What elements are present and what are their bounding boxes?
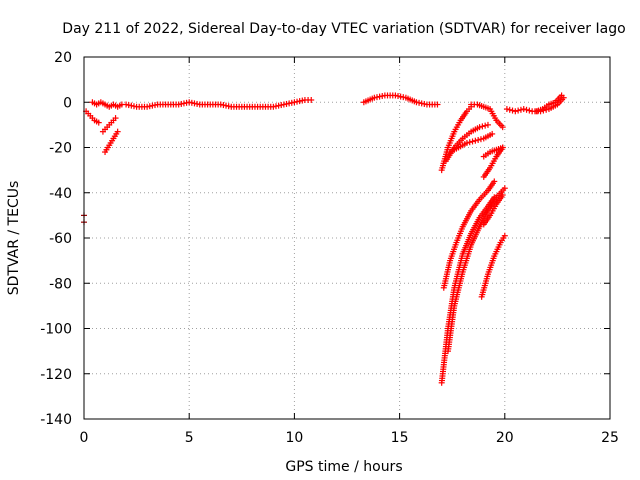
data-point — [463, 139, 470, 146]
y-tick-label: -120 — [40, 367, 72, 383]
x-tick-label: 10 — [285, 430, 303, 446]
data-point — [512, 108, 519, 115]
x-tick-label: 20 — [496, 430, 514, 446]
data-point — [479, 123, 486, 130]
data-point — [308, 96, 315, 103]
data-point — [517, 106, 524, 113]
data-point — [95, 119, 102, 126]
y-tick-label: 0 — [63, 95, 72, 111]
chart-title: Day 211 of 2022, Sidereal Day-to-day VTE… — [62, 21, 625, 37]
data-point — [475, 136, 482, 143]
data-point — [501, 185, 508, 192]
data-point — [558, 92, 565, 99]
plot-frame — [83, 56, 611, 420]
y-tick-label: -40 — [49, 186, 72, 202]
data-point — [503, 106, 510, 113]
data-point — [476, 124, 483, 131]
data-point — [515, 107, 522, 114]
y-tick-label: -80 — [49, 276, 72, 292]
data-point — [491, 178, 498, 185]
data-point — [466, 139, 473, 146]
tick-labels: 0 5 10 15 20 25 20 0 -20 -40 -60 -80 -100 -120 -140 — [40, 50, 619, 446]
y-tick-label: -20 — [49, 141, 72, 157]
data-point — [523, 106, 530, 113]
x-tick-label: 15 — [391, 430, 409, 446]
data-point — [482, 122, 489, 129]
data-point — [520, 106, 527, 113]
data-point — [434, 101, 441, 108]
data-point — [114, 128, 121, 135]
y-tick-label: -100 — [40, 322, 72, 338]
data-point — [489, 130, 496, 137]
x-tick-label: 0 — [80, 430, 89, 446]
data-point — [499, 144, 506, 151]
data-point — [469, 138, 476, 145]
data-point — [526, 107, 533, 114]
y-axis-label: SDTVAR / TECUs — [6, 181, 22, 296]
data-point — [506, 106, 513, 113]
data-point — [501, 232, 508, 239]
data-point — [472, 137, 479, 144]
data-point — [509, 107, 516, 114]
x-axis-label: GPS time / hours — [285, 459, 402, 475]
data-point — [499, 192, 506, 199]
y-tick-label: -60 — [49, 231, 72, 247]
data-point — [499, 124, 506, 131]
y-tick-label: 20 — [54, 50, 72, 66]
data-point — [484, 121, 491, 128]
data-point — [477, 136, 484, 143]
y-tick-label: -140 — [40, 412, 72, 428]
data-point — [112, 115, 119, 122]
x-tick-label: 5 — [185, 430, 194, 446]
data-points — [81, 92, 567, 386]
x-tick-label: 25 — [601, 430, 619, 446]
